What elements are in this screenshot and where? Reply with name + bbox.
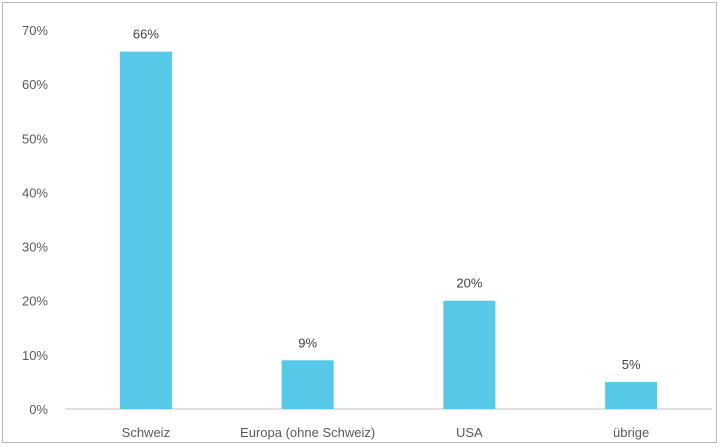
value-labels: 66% 9% 20% 5% xyxy=(133,27,641,372)
x-tick-label: Schweiz xyxy=(122,425,170,440)
y-tick-label: 10% xyxy=(22,348,48,363)
x-tick-label: übrige xyxy=(613,425,649,440)
y-axis-ticks: 0% 10% 20% 30% 40% 50% 60% 70% xyxy=(22,23,48,417)
bar xyxy=(443,300,496,409)
bar xyxy=(119,51,172,410)
data-label: 66% xyxy=(133,27,159,42)
y-tick-label: 30% xyxy=(22,240,48,255)
y-tick-label: 60% xyxy=(22,77,48,92)
bar xyxy=(605,381,658,409)
y-tick-label: 50% xyxy=(22,131,48,146)
bar xyxy=(281,360,334,409)
y-tick-label: 40% xyxy=(22,185,48,200)
y-tick-label: 0% xyxy=(29,402,48,417)
data-label: 5% xyxy=(622,357,641,372)
category-labels: Schweiz Europa (ohne Schweiz) USA übrige xyxy=(122,425,650,440)
x-tick-label: USA xyxy=(456,425,483,440)
y-tick-label: 20% xyxy=(22,294,48,309)
bars xyxy=(119,51,658,410)
y-tick-label: 70% xyxy=(22,23,48,38)
x-tick-label: Europa (ohne Schweiz) xyxy=(240,425,375,440)
data-label: 20% xyxy=(456,276,482,291)
data-label: 9% xyxy=(298,335,317,350)
